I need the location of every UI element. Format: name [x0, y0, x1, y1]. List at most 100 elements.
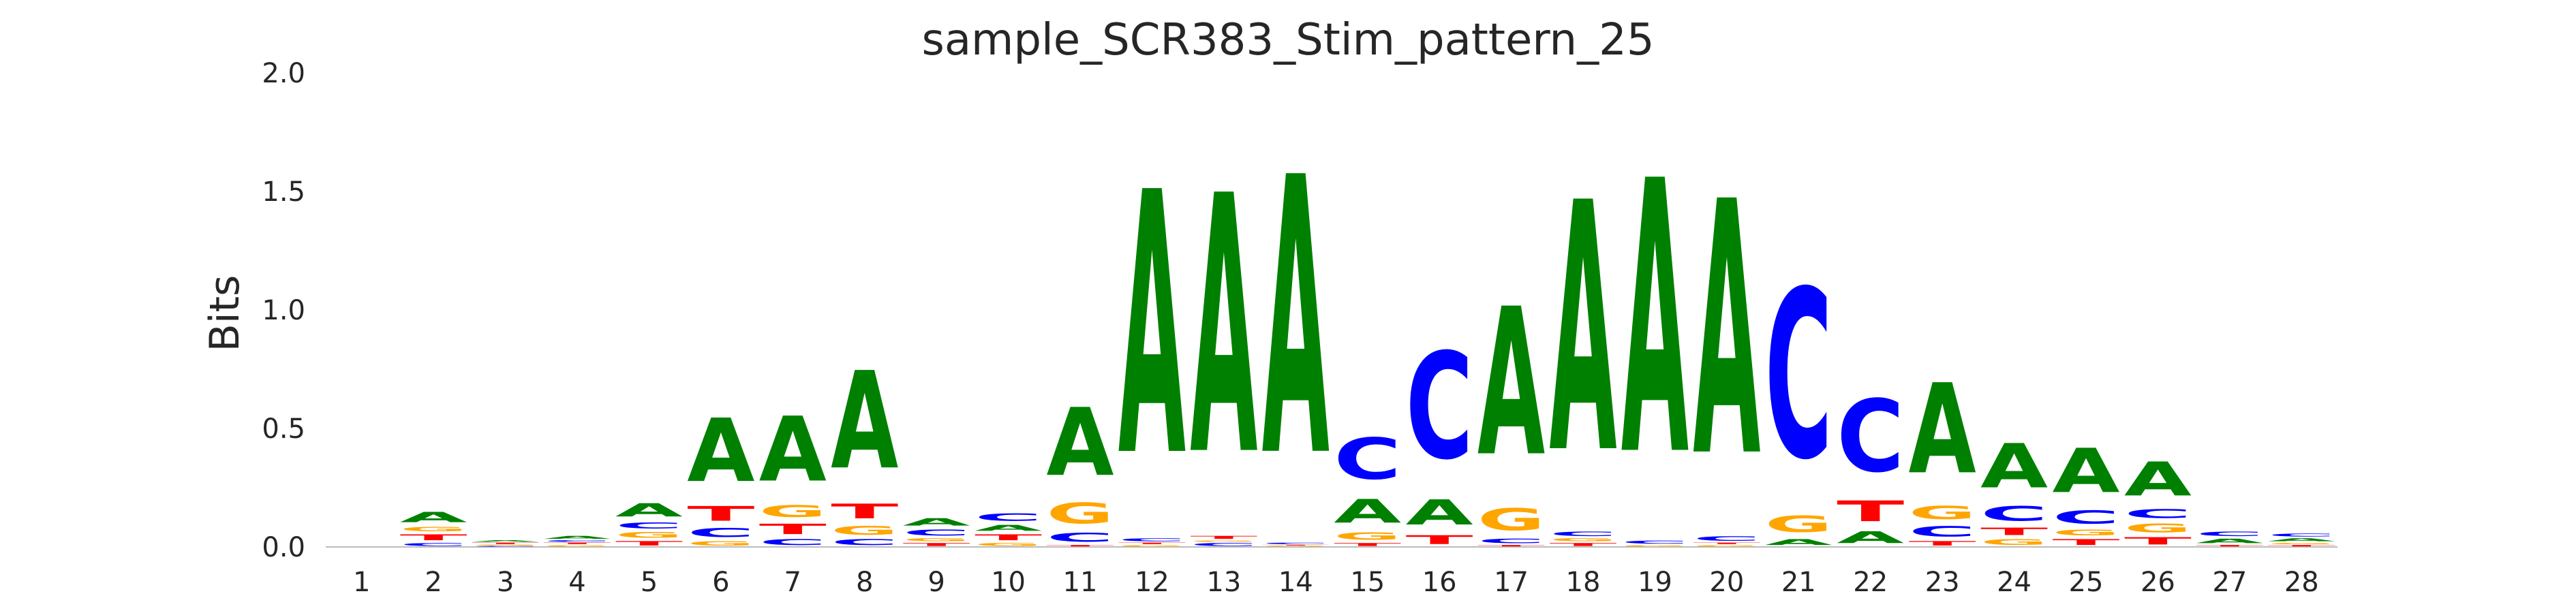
logo-letter-C: C — [1477, 537, 1545, 544]
logo-letter-C: C — [1980, 502, 2048, 526]
logo-letter-A: A — [2052, 437, 2119, 507]
logo-letter-C: C — [1190, 542, 1257, 547]
logo-letter-T: T — [1046, 545, 1114, 547]
logo-letter-G: G — [759, 502, 827, 521]
y-tick-label: 0.0 — [262, 532, 305, 563]
logo-stack-position-16: TAC — [1406, 323, 1474, 547]
logo-letter-C: C — [2196, 531, 2263, 537]
logo-letter-T: T — [543, 542, 611, 544]
logo-letter-C: C — [2124, 507, 2192, 521]
logo-letter-C: C — [2268, 533, 2335, 537]
x-tick-label: 2 — [425, 567, 442, 598]
logo-letter-A: A — [1046, 389, 1114, 497]
logo-letter-C: C — [1118, 537, 1186, 542]
logo-stack-position-21: AGC — [1765, 241, 1833, 547]
logo-letter-C: C — [1693, 535, 1760, 542]
logo-letter-A: A — [2196, 537, 2263, 544]
logo-letter-C: C — [1334, 427, 1401, 493]
logo-letter-T: T — [472, 542, 539, 544]
y-tick-label: 1.5 — [262, 176, 305, 208]
logo-letter-C: C — [472, 546, 539, 547]
logo-letter-A: A — [615, 499, 684, 520]
x-tick-label: 24 — [1997, 567, 2031, 598]
y-tick-label: 2.0 — [262, 58, 305, 89]
logo-letter-C: C — [1765, 241, 1833, 510]
logo-letter-T: T — [1909, 540, 1976, 547]
x-tick-label: 11 — [1063, 567, 1098, 598]
logo-letter-T: T — [2196, 545, 2263, 547]
logo-letter-C: C — [543, 540, 611, 542]
logo-letter-G: G — [1909, 502, 1976, 523]
logo-letter-T: T — [1190, 535, 1257, 540]
logo-letter-G: G — [1621, 545, 1689, 547]
logo-letter-G: G — [903, 537, 970, 542]
logo-letter-C: C — [1549, 531, 1616, 537]
logo-letter-G: G — [615, 531, 683, 540]
y-axis-label: Bits — [201, 275, 249, 352]
logo-letter-T: T — [975, 533, 1042, 542]
logo-letter-A: A — [2124, 453, 2192, 507]
x-tick-label: 1 — [353, 567, 370, 598]
logo-letter-T: T — [1549, 542, 1616, 547]
x-tick-label: 12 — [1135, 567, 1169, 598]
logo-letter-T: T — [831, 500, 898, 524]
x-tick-label: 16 — [1422, 567, 1457, 598]
logo-letter-T: T — [1406, 533, 1474, 547]
logo-letter-C: C — [2052, 507, 2119, 528]
x-tick-label: 19 — [1638, 567, 1672, 598]
logo-stack-position-27: TAC — [2196, 531, 2263, 547]
logo-letter-G: G — [2268, 542, 2335, 544]
x-axis-ticks: 1 2 3 4 5 6 7 8 9 10 11 12 13 14 15 16 17 18 19 20 21 22 23 24 2… — [353, 567, 2319, 598]
logo-letter-G: G — [687, 540, 754, 547]
x-tick-label: 20 — [1709, 567, 1744, 598]
logo-stack-position-19: GCA — [1621, 103, 1689, 547]
logo-letter-A: A — [1406, 492, 1473, 533]
logo-letter-G: G — [2124, 521, 2192, 535]
logo-letter-A: A — [903, 516, 971, 528]
logo-letter-C: C — [759, 537, 827, 547]
logo-letter-A: A — [1837, 528, 1904, 547]
logo-letter-T: T — [1980, 526, 2048, 537]
logo-letter-G: G — [1477, 503, 1545, 537]
logo-letter-G: G — [1334, 531, 1401, 542]
x-tick-label: 22 — [1853, 567, 1888, 598]
logo-letter-A: A — [1190, 122, 1258, 535]
logo-letter-G: G — [975, 542, 1042, 547]
logo-letter-A: A — [2268, 537, 2335, 542]
logo-letter-A: A — [1118, 116, 1186, 536]
logo-letter-A: A — [687, 400, 754, 502]
logo-letter-G: G — [1262, 546, 1330, 547]
logo-letter-C: C — [1406, 323, 1473, 492]
logo-letter-A: A — [543, 535, 611, 540]
chart-title: sample_SCR383_Stim_pattern_25 — [921, 15, 1654, 65]
logo-letter-A: A — [831, 344, 898, 500]
logo-stacks: CTGACGTAGTCATGCAGCTACTGACGTATGCAGTACTCGA… — [400, 97, 2335, 547]
logo-letter-G: G — [472, 545, 539, 546]
logo-letter-A: A — [1909, 358, 1976, 502]
logo-letter-C: C — [400, 542, 467, 547]
x-tick-label: 13 — [1206, 567, 1241, 598]
logo-letter-C: C — [687, 526, 754, 540]
logo-letter-A: A — [975, 523, 1042, 533]
logo-letter-T: T — [400, 533, 467, 542]
logo-letter-G: G — [1693, 545, 1760, 547]
x-tick-label: 7 — [784, 567, 801, 598]
x-tick-label: 14 — [1278, 567, 1313, 598]
x-tick-label: 18 — [1566, 567, 1601, 598]
logo-letter-C: C — [903, 528, 970, 537]
